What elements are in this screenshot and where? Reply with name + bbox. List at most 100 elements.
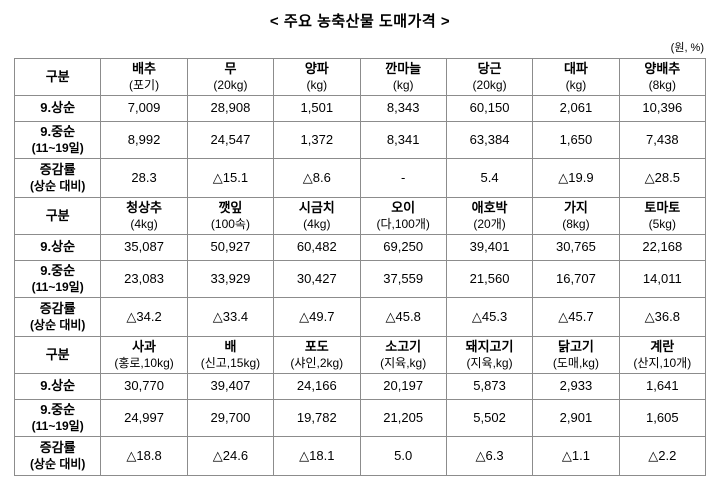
table-row: 9.상순 30,770 39,407 24,166 20,197 5,873 2,933 1,… xyxy=(13,373,707,400)
product-name: 가지 xyxy=(563,200,588,216)
value-cell: △24.6 xyxy=(186,436,275,476)
value-cell: 39,407 xyxy=(186,373,275,400)
value-cell: 16,707 xyxy=(532,260,620,298)
product-name: 무 xyxy=(224,61,237,77)
product-header-cell: 가지 (8kg) xyxy=(532,197,620,235)
product-unit: (kg) xyxy=(392,77,414,92)
value-cell: 20,197 xyxy=(359,373,447,400)
corner-label-cell: 구분 xyxy=(13,336,102,374)
value-cell: △45.8 xyxy=(359,297,447,337)
value-cell: 5.4 xyxy=(445,158,534,198)
product-name: 깐마늘 xyxy=(385,61,422,77)
row-label: 증감률 xyxy=(39,301,76,317)
product-header-cell: 오이 (다,100개) xyxy=(359,197,447,235)
product-name: 깻잎 xyxy=(218,200,243,216)
value-cell: 22,168 xyxy=(618,234,707,261)
value-cell: △28.5 xyxy=(618,158,707,198)
product-header-cell: 배 (신고,15kg) xyxy=(186,336,275,374)
row-label: 9.상순 xyxy=(40,378,76,394)
product-name: 사과 xyxy=(132,339,157,355)
product-header-cell: 사과 (홍로,10kg) xyxy=(100,336,188,374)
section-header-row: 구분 배추 (포기) 무 (20kg) 양파 (kg) 깐마늘 (kg) 당근 (20kg) 대파 (k… xyxy=(13,58,707,96)
table-row: 9.중순 (11~19일) 24,997 29,700 19,782 21,205 5,50… xyxy=(13,399,707,437)
value-cell: △45.7 xyxy=(532,297,620,337)
value-cell: △45.3 xyxy=(445,297,534,337)
product-name: 토마토 xyxy=(644,200,681,216)
product-unit: (신고,15kg) xyxy=(200,355,261,370)
row-label: 증감률 xyxy=(39,162,76,178)
product-unit: (지육,kg) xyxy=(466,355,513,370)
value-cell: 1,372 xyxy=(273,121,361,159)
corner-label-cell: 구분 xyxy=(13,197,102,235)
value-cell: 30,770 xyxy=(100,373,188,400)
product-name: 오이 xyxy=(391,200,416,216)
value-cell: △34.2 xyxy=(100,297,188,337)
value-cell: 50,927 xyxy=(186,234,275,261)
product-header-cell: 양배추 (8kg) xyxy=(618,58,707,96)
price-table-body: 구분 배추 (포기) 무 (20kg) 양파 (kg) 깐마늘 (kg) 당근 (20kg) 대파 (k… xyxy=(13,58,707,476)
section-header-row: 구분 사과 (홍로,10kg) 배 (신고,15kg) 포도 (샤인,2kg) 소고기 (지육,… xyxy=(13,336,707,374)
product-name: 양파 xyxy=(304,61,329,77)
value-cell: △36.8 xyxy=(618,297,707,337)
value-cell: 33,929 xyxy=(186,260,275,298)
value-cell: △19.9 xyxy=(532,158,620,198)
value-cell: 8,341 xyxy=(359,121,447,159)
product-header-cell: 깻잎 (100속) xyxy=(186,197,275,235)
product-header-cell: 양파 (kg) xyxy=(273,58,361,96)
product-unit: (샤인,2kg) xyxy=(290,355,344,370)
value-cell: △18.1 xyxy=(273,436,361,476)
value-cell: 69,250 xyxy=(359,234,447,261)
row-label: 9.중순 xyxy=(40,263,76,279)
row-label-cell: 증감률 (상순 대비) xyxy=(13,436,102,476)
value-cell: △2.2 xyxy=(618,436,707,476)
row-label-cell: 9.상순 xyxy=(13,234,102,261)
row-label-cell: 9.상순 xyxy=(13,373,102,400)
product-unit: (다,100개) xyxy=(376,216,430,231)
table-row: 9.중순 (11~19일) 23,083 33,929 30,427 37,559 21,5… xyxy=(13,260,707,298)
product-unit: (도매,kg) xyxy=(552,355,599,370)
product-unit: (20kg) xyxy=(213,77,248,92)
value-cell: △15.1 xyxy=(186,158,275,198)
value-cell: 21,205 xyxy=(359,399,447,437)
value-cell: 35,087 xyxy=(100,234,188,261)
table-row: 9.상순 35,087 50,927 60,482 69,250 39,401 30,765… xyxy=(13,234,707,261)
wholesale-price-table: 구분 배추 (포기) 무 (20kg) 양파 (kg) 깐마늘 (kg) 당근 (20kg) 대파 (k… xyxy=(13,58,707,476)
product-name: 돼지고기 xyxy=(465,339,514,355)
product-unit: (5kg) xyxy=(648,216,676,231)
value-cell: 5,873 xyxy=(445,373,534,400)
row-sublabel: (상순 대비) xyxy=(29,178,86,193)
product-header-cell: 돼지고기 (지육,kg) xyxy=(445,336,534,374)
value-cell: 24,547 xyxy=(186,121,275,159)
product-name: 계란 xyxy=(650,339,675,355)
product-unit: (20개) xyxy=(473,216,506,231)
value-cell: △33.4 xyxy=(186,297,275,337)
product-unit: (20kg) xyxy=(472,77,507,92)
value-cell: 2,933 xyxy=(532,373,620,400)
value-cell: 60,150 xyxy=(445,95,534,122)
value-cell: △1.1 xyxy=(532,436,620,476)
product-name: 대파 xyxy=(563,61,588,77)
product-name: 애호박 xyxy=(471,200,508,216)
value-cell: 2,061 xyxy=(532,95,620,122)
table-row: 증감률 (상순 대비) △34.2 △33.4 △49.7 △45.8 △45.3 △45.7… xyxy=(13,297,707,337)
product-header-cell: 토마토 (5kg) xyxy=(618,197,707,235)
value-cell: - xyxy=(359,158,447,198)
value-cell: 1,641 xyxy=(618,373,707,400)
product-name: 소고기 xyxy=(385,339,422,355)
value-cell: 2,901 xyxy=(532,399,620,437)
product-header-cell: 닭고기 (도매,kg) xyxy=(532,336,620,374)
value-cell: 23,083 xyxy=(100,260,188,298)
value-cell: 30,765 xyxy=(532,234,620,261)
product-header-cell: 깐마늘 (kg) xyxy=(359,58,447,96)
value-cell: △18.8 xyxy=(100,436,188,476)
product-name: 닭고기 xyxy=(557,339,594,355)
product-header-cell: 청상추 (4kg) xyxy=(100,197,188,235)
product-unit: (4kg) xyxy=(303,216,331,231)
value-cell: 28,908 xyxy=(186,95,275,122)
value-cell: 29,700 xyxy=(186,399,275,437)
value-cell: 7,438 xyxy=(618,121,707,159)
row-sublabel: (11~19일) xyxy=(31,418,84,433)
product-header-cell: 대파 (kg) xyxy=(532,58,620,96)
product-unit: (100속) xyxy=(210,216,250,231)
product-unit: (포기) xyxy=(129,77,160,92)
